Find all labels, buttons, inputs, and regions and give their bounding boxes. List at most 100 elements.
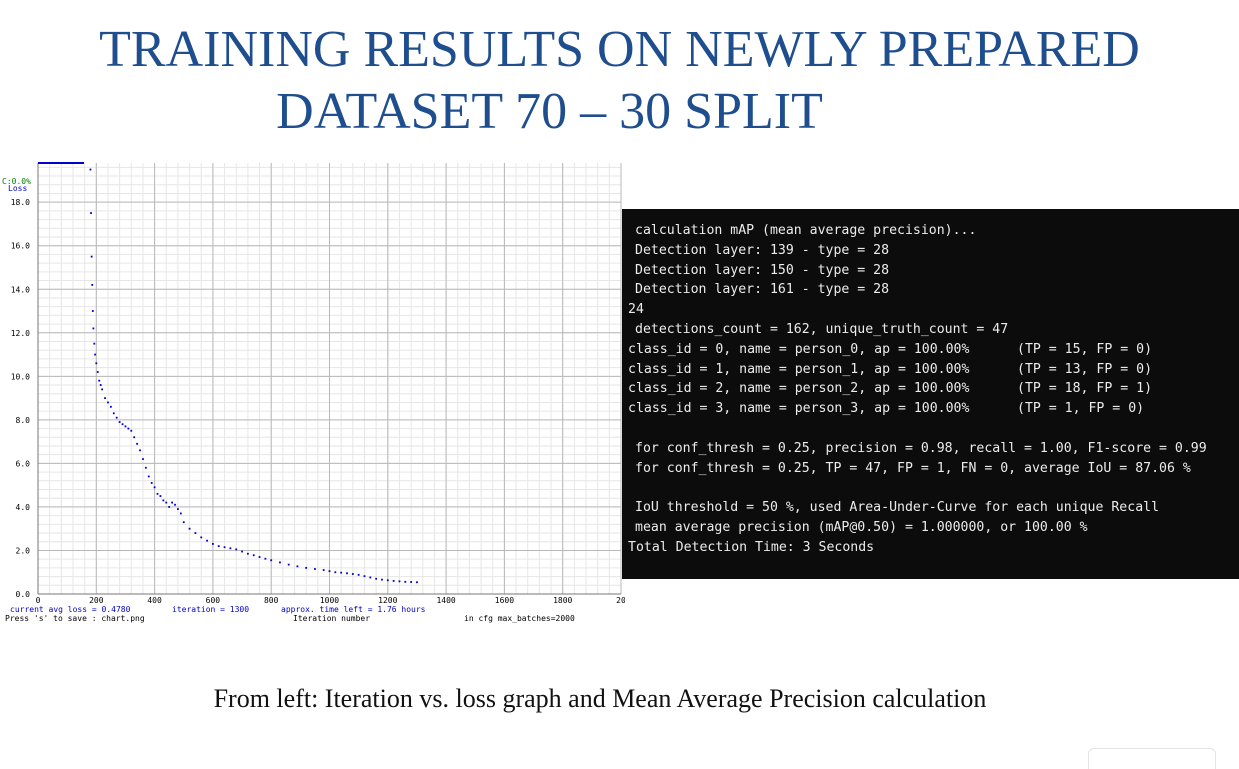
loss-point [96,371,99,373]
x-tick-label: 1400 [436,596,455,605]
loss-point [188,527,191,530]
save-hint: Press 's' to save : chart.png [5,614,145,623]
loss-point [416,581,418,584]
y-tick-label: 8.0 [16,416,31,425]
loss-point [279,561,281,564]
loss-point [112,412,115,415]
loss-point [392,580,395,582]
loss-point [258,556,261,558]
loss-point [305,566,308,569]
loss-point [351,573,354,575]
loss-point [334,571,337,574]
terminal-line: Detection layer: 150 - type = 28 [635,262,890,278]
terminal-line: Detection layer: 161 - type = 28 [635,282,890,298]
loss-point [150,482,153,484]
y-tick-label: 12.0 [11,329,30,338]
loss-point [98,379,101,382]
loss-point [142,458,144,460]
loss-point [328,570,331,573]
terminal-output: calculation mAP (mean average precision)… [622,209,1239,579]
loss-point [136,442,139,445]
loss-point [115,416,118,419]
loss-point [121,423,124,426]
terminal-line: class_id = 0, name = person_0, ap = 100.… [628,341,1153,357]
iteration-count: iteration = 1300 [172,605,249,614]
loss-point [182,521,185,524]
loss-point [144,466,147,469]
y-tick-label: 4.0 [16,503,31,512]
y-tick-label: 2.0 [16,546,31,555]
slide-title-line-2: DATASET 70 – 30 SPLIT [276,83,823,140]
loss-point [104,397,106,399]
chart-axes: 0.0 2.0 4.0 6.0 8.0 10.0 12.0 14.0 16.0 18.0 0 200 4… [11,163,626,605]
loss-point [107,401,109,404]
x-tick-label: 1800 [553,596,572,605]
y-tick-label: 16.0 [11,242,30,251]
loss-point [200,536,203,539]
loss-point [95,362,98,365]
loss-point [363,575,366,578]
y-tick-label: 10.0 [11,372,30,381]
terminal-line: class_id = 2, name = person_2, ap = 100.… [628,381,1153,397]
loss-chart-svg: 0.0 2.0 4.0 6.0 8.0 10.0 12.0 14.0 16.0 18.0 0 200 4… [2,162,626,623]
x-tick-label: 0 [36,596,41,605]
loss-point [386,579,389,582]
loss-point [127,427,130,430]
loss-point [165,501,168,504]
loss-point [159,495,162,497]
loss-point [340,571,343,574]
y-tick-label: 6.0 [16,459,31,468]
loss-point [235,548,238,551]
loss-point [179,512,182,515]
loss-series [89,168,418,584]
x-tick-label: 600 [206,596,221,605]
corner-tab [1088,748,1216,769]
loss-point [229,547,232,550]
loss-point [91,310,94,312]
loss-point [147,475,150,478]
max-batches: in cfg max_batches=2000 [464,614,575,623]
y-tick-label: 18.0 [11,198,30,207]
loss-point [174,503,176,506]
loss-point [139,449,141,452]
loss-point [381,578,383,581]
x-tick-label: 400 [147,596,162,605]
chart-footer: current avg loss = 0.4780 iteration = 13… [5,605,575,623]
loss-point [118,421,121,423]
loss-point [109,405,112,408]
loss-point [194,532,197,534]
terminal-line: Detection layer: 139 - type = 28 [635,242,890,258]
loss-point [375,577,378,580]
loss-point [404,580,407,583]
loss-point [153,486,156,489]
y-tick-label: 0.0 [16,590,31,599]
x-tick-label: 200 [89,596,104,605]
terminal-line: detections_count = 162, unique_truth_cou… [635,321,1009,337]
loss-point [177,508,179,511]
loss-point [206,539,208,542]
loss-point [346,572,348,575]
loss-point [252,554,255,557]
x-tick-label: 800 [264,596,279,605]
loss-point [217,545,220,548]
loss-point [130,429,133,432]
loss-point [270,559,273,562]
x-tick-label: 1600 [495,596,514,605]
loss-point [99,384,102,386]
chart-grid [37,163,622,595]
loss-point [156,492,159,495]
loss-point [133,436,136,439]
terminal-line: for conf_thresh = 0.25, TP = 47, FP = 1,… [635,460,1191,476]
x-axis-label: Iteration number [293,614,370,623]
x-tick-label: 1000 [320,596,339,605]
slide-caption: From left: Iteration vs. loss graph and … [213,684,987,713]
slide-title-line-1: TRAINING RESULTS ON NEWLY PREPARED [99,21,1140,78]
loss-point [212,543,214,545]
time-left: approx. time left = 1.76 hours [281,605,426,614]
loss-point [89,168,92,171]
loss-point [314,568,316,570]
loss-point [168,506,171,508]
terminal-line: calculation mAP (mean average precision)… [635,223,977,238]
x-tick-label: 1200 [378,596,397,605]
loss-point [296,565,299,568]
